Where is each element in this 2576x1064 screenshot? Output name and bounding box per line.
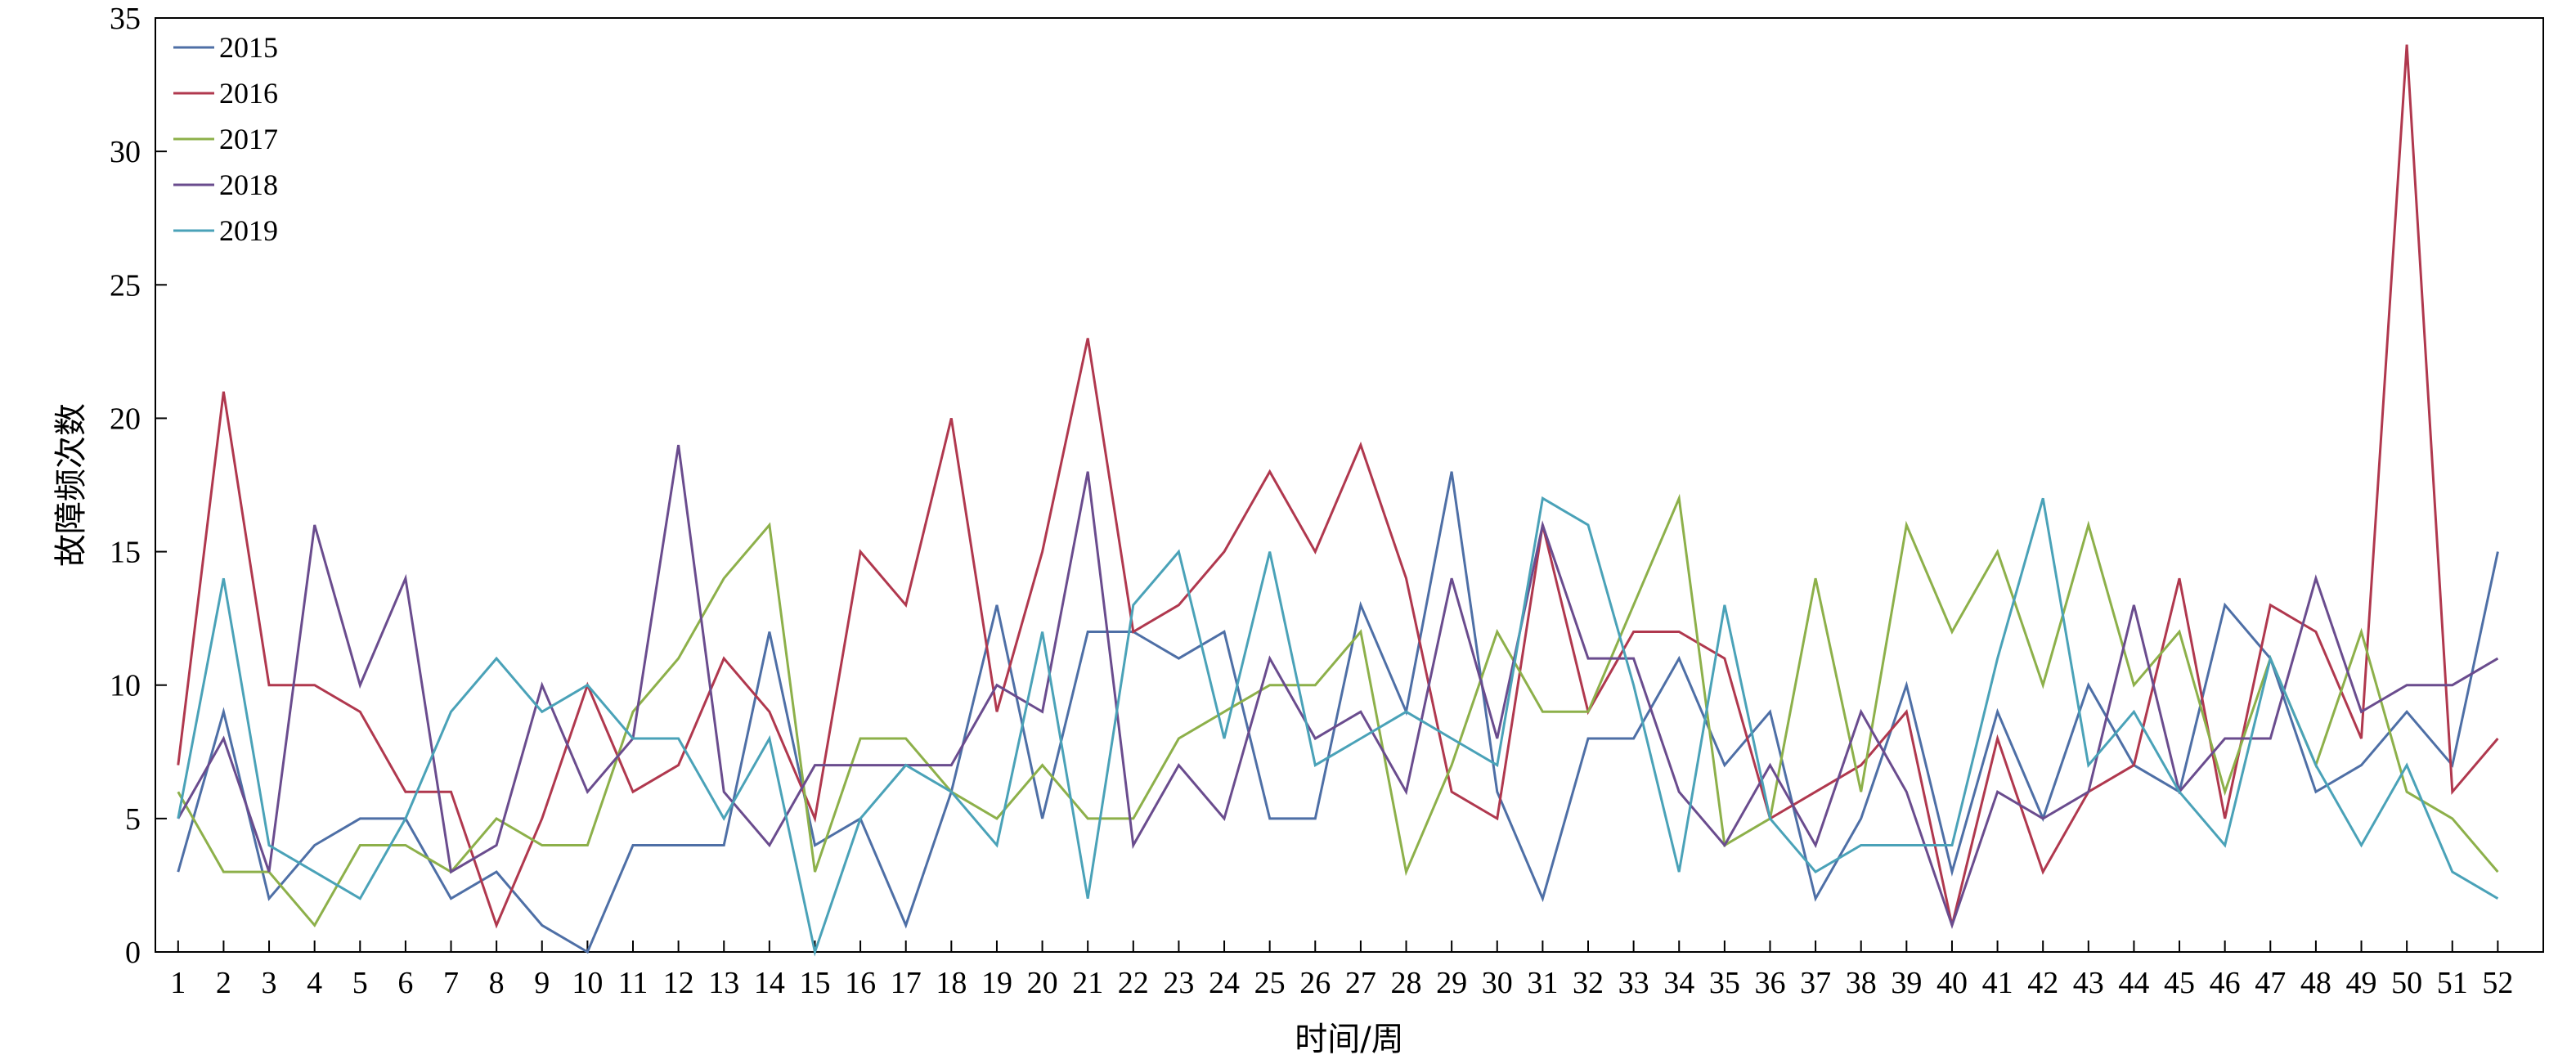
x-tick-label: 33 <box>1618 966 1649 1000</box>
x-tick-label: 25 <box>1254 966 1286 1000</box>
x-tick-label: 36 <box>1754 966 1785 1000</box>
legend-label-2015: 2015 <box>219 31 278 64</box>
series-line-2015 <box>177 471 2499 954</box>
y-tick-label: 30 <box>110 135 141 169</box>
series-line-2018 <box>177 444 2499 930</box>
x-tick-label: 9 <box>534 966 550 1000</box>
x-tick-label: 4 <box>307 966 322 1000</box>
x-tick-label: 5 <box>352 966 368 1000</box>
x-axis-ticks: 1 2 3 4 5 6 7 8 9 10 11 12 13 14 15 16 17 18 19 20 21 22 23 24 2… <box>170 941 2513 1000</box>
x-tick-label: 22 <box>1118 966 1149 1000</box>
x-tick-label: 34 <box>1663 966 1694 1000</box>
x-tick-label: 32 <box>1573 966 1604 1000</box>
y-tick-label: 20 <box>110 402 141 436</box>
x-tick-label: 2 <box>216 966 231 1000</box>
x-tick-label: 37 <box>1800 966 1831 1000</box>
x-tick-label: 23 <box>1163 966 1194 1000</box>
x-tick-label: 41 <box>1982 966 2013 1000</box>
y-axis-ticks: 0 5 10 15 20 25 30 35 <box>110 2 167 970</box>
x-tick-label: 47 <box>2255 966 2286 1000</box>
x-tick-label: 15 <box>799 966 830 1000</box>
x-tick-label: 52 <box>2482 966 2513 1000</box>
x-tick-label: 48 <box>2300 966 2331 1000</box>
y-tick-label: 0 <box>125 936 141 970</box>
x-tick-label: 31 <box>1527 966 1558 1000</box>
series-line-2019 <box>177 496 2499 957</box>
y-axis-label: 故障频次数 <box>52 403 90 567</box>
legend-label-2017: 2017 <box>219 123 278 155</box>
x-tick-label: 14 <box>754 966 785 1000</box>
x-tick-label: 13 <box>708 966 739 1000</box>
y-tick-label: 10 <box>110 669 141 703</box>
x-tick-label: 18 <box>936 966 967 1000</box>
x-tick-label: 11 <box>618 966 648 1000</box>
x-tick-label: 28 <box>1391 966 1422 1000</box>
x-tick-label: 26 <box>1299 966 1331 1000</box>
x-tick-label: 35 <box>1709 966 1740 1000</box>
x-tick-label: 20 <box>1027 966 1058 1000</box>
x-tick-label: 17 <box>891 966 922 1000</box>
x-tick-label: 29 <box>1436 966 1467 1000</box>
legend: 2015 2016 2017 2018 2019 <box>173 31 278 247</box>
x-tick-label: 21 <box>1072 966 1103 1000</box>
x-tick-label: 6 <box>397 966 413 1000</box>
x-tick-label: 51 <box>2437 966 2468 1000</box>
x-tick-label: 10 <box>572 966 603 1000</box>
series-line-2016 <box>177 44 2499 929</box>
x-tick-label: 19 <box>981 966 1012 1000</box>
legend-label-2016: 2016 <box>219 77 278 110</box>
plot-frame <box>155 17 2544 953</box>
x-tick-label: 3 <box>262 966 277 1000</box>
y-tick-label: 35 <box>110 2 141 36</box>
x-tick-label: 39 <box>1891 966 1922 1000</box>
x-tick-label: 30 <box>1482 966 1513 1000</box>
series-lines <box>177 44 2499 957</box>
x-tick-label: 49 <box>2346 966 2377 1000</box>
legend-label-2019: 2019 <box>219 214 278 247</box>
x-tick-label: 45 <box>2164 966 2195 1000</box>
x-tick-label: 42 <box>2027 966 2058 1000</box>
y-tick-label: 25 <box>110 268 141 303</box>
x-tick-label: 44 <box>2118 966 2149 1000</box>
x-tick-label: 16 <box>845 966 876 1000</box>
series-line-2017 <box>177 493 2499 928</box>
x-tick-label: 50 <box>2391 966 2422 1000</box>
x-tick-label: 24 <box>1209 966 1240 1000</box>
x-axis-label: 时间/周 <box>1295 1021 1403 1058</box>
x-tick-label: 12 <box>663 966 694 1000</box>
x-tick-label: 8 <box>489 966 505 1000</box>
x-tick-label: 43 <box>2073 966 2104 1000</box>
x-tick-label: 27 <box>1345 966 1376 1000</box>
y-tick-label: 15 <box>110 536 141 570</box>
x-tick-label: 40 <box>1936 966 1968 1000</box>
y-tick-label: 5 <box>125 802 141 837</box>
legend-label-2018: 2018 <box>219 168 278 201</box>
x-tick-label: 7 <box>443 966 459 1000</box>
x-tick-label: 38 <box>1846 966 1877 1000</box>
x-tick-label: 46 <box>2210 966 2241 1000</box>
x-tick-label: 1 <box>170 966 186 1000</box>
